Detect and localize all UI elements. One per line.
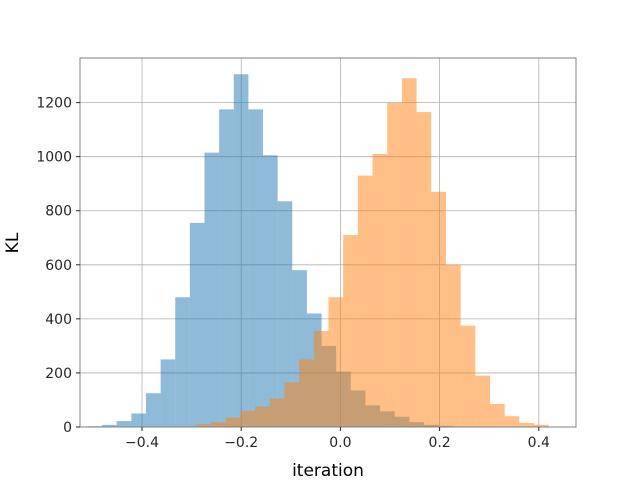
histogram-bar — [269, 398, 285, 427]
histogram-bar — [299, 359, 314, 427]
histogram-bar — [102, 424, 117, 427]
histogram-bar — [445, 264, 461, 427]
histogram-bar — [460, 325, 476, 427]
histogram-bar — [328, 297, 344, 427]
histogram-bar — [387, 102, 402, 427]
histogram-bar — [240, 410, 256, 427]
plot-frame — [79, 57, 577, 428]
histogram-bar — [204, 152, 220, 427]
histogram-bar — [504, 416, 520, 427]
y-tick-label: 200 — [45, 366, 72, 382]
histogram-bar — [219, 109, 234, 427]
histogram-bar — [357, 175, 373, 427]
x-tick-label: 0.4 — [528, 435, 550, 451]
histogram-bar — [189, 222, 205, 427]
axis-ticks: −0.4 −0.2 0.0 0.2 0.4 0 200 400 600 800 1000 1200 — [36, 96, 550, 451]
histogram-bar — [416, 112, 432, 428]
histogram-bar — [475, 375, 490, 427]
histogram-bar — [372, 153, 388, 427]
y-tick-label: 1000 — [36, 150, 72, 166]
histogram-bar — [401, 78, 417, 428]
histogram-bar — [145, 393, 161, 427]
y-axis-label: KL — [3, 232, 23, 253]
y-tick-label: 1200 — [36, 96, 72, 112]
histogram-bar — [313, 331, 329, 427]
histogram-bar — [263, 155, 278, 428]
histogram-bar — [277, 201, 293, 427]
histogram-bar — [175, 297, 190, 427]
histogram-bar — [160, 359, 176, 427]
histogram-bar — [211, 422, 226, 427]
x-tick-label: −0.4 — [125, 435, 159, 451]
histogram-bar — [431, 191, 446, 427]
y-tick-label: 800 — [45, 204, 72, 220]
y-tick-label: 600 — [45, 258, 72, 274]
histogram-bar — [196, 424, 212, 427]
histogram-bar — [248, 109, 264, 427]
x-axis-label: iteration — [292, 461, 364, 480]
y-tick-label: 400 — [45, 312, 72, 328]
histogram-bar — [255, 406, 270, 427]
histogram-bars — [87, 74, 549, 428]
histogram-bar — [233, 74, 249, 427]
histogram-bar — [225, 417, 241, 427]
histogram-bar — [534, 424, 549, 427]
histogram-bar — [489, 404, 505, 427]
histogram-bar — [131, 413, 146, 427]
x-tick-label: 0.0 — [329, 435, 351, 451]
histogram-bar — [519, 422, 535, 427]
y-tick-label: 0 — [63, 420, 72, 436]
x-tick-label: −0.2 — [224, 435, 258, 451]
histogram-bar — [343, 235, 358, 427]
histogram-bar — [116, 421, 132, 427]
x-tick-label: 0.2 — [428, 435, 450, 451]
histogram-bar — [284, 382, 300, 427]
